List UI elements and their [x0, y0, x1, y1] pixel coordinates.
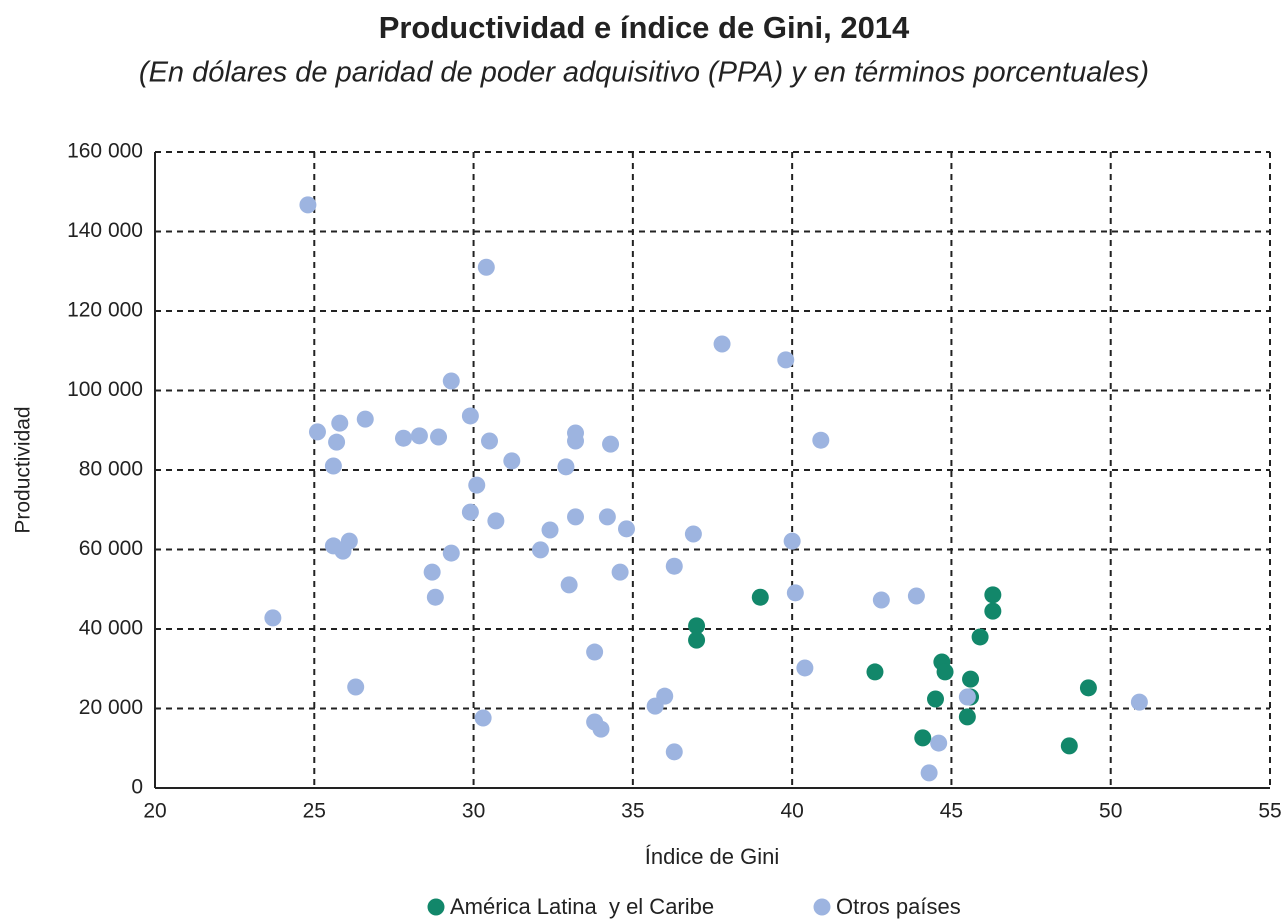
point	[264, 609, 282, 627]
point	[984, 586, 1002, 604]
chart-title: Productividad e índice de Gini, 2014	[379, 10, 910, 45]
point	[812, 431, 830, 449]
point	[602, 435, 620, 453]
point	[617, 520, 635, 538]
point	[1130, 693, 1148, 711]
point	[481, 432, 498, 450]
x-tick-label: 20	[143, 800, 166, 823]
chart-subtitle: (En dólares de paridad de poder adquisit…	[139, 57, 1149, 89]
point	[461, 407, 479, 425]
point	[984, 602, 1002, 620]
point	[586, 643, 604, 661]
x-tick-label: 50	[1099, 800, 1122, 823]
point	[430, 428, 448, 446]
point	[557, 458, 575, 476]
legend-swatch	[813, 898, 831, 916]
legend-label: Otros países	[836, 894, 961, 919]
point	[962, 670, 980, 688]
y-tick-label: 40 000	[79, 617, 143, 640]
point	[347, 678, 365, 696]
point	[567, 508, 585, 526]
y-tick-label: 0	[131, 776, 143, 799]
point	[783, 532, 801, 550]
point	[442, 372, 460, 390]
point	[936, 663, 954, 681]
y-tick-label: 120 000	[67, 299, 143, 322]
point	[688, 617, 706, 635]
x-tick-label: 55	[1258, 800, 1281, 823]
point	[866, 663, 884, 681]
x-tick-label: 45	[940, 800, 963, 823]
point	[477, 258, 495, 276]
x-axis-label: Índice de Gini	[645, 844, 780, 869]
y-tick-label: 20 000	[79, 696, 143, 719]
point	[442, 544, 460, 562]
point	[331, 414, 349, 432]
point	[423, 563, 441, 581]
point	[920, 764, 938, 782]
point	[487, 512, 505, 530]
point	[665, 743, 683, 761]
point	[503, 452, 521, 470]
x-tick-label: 35	[621, 800, 644, 823]
point	[777, 351, 795, 369]
point	[958, 708, 976, 726]
point	[713, 335, 731, 353]
point	[334, 542, 352, 560]
x-tick-label: 40	[780, 800, 803, 823]
y-tick-label: 60 000	[79, 537, 143, 560]
point	[688, 631, 706, 649]
point	[914, 729, 932, 747]
point	[356, 410, 374, 428]
point	[930, 734, 948, 752]
legend-label: América Latina y el Caribe	[450, 894, 714, 919]
point	[474, 709, 492, 727]
point	[611, 563, 629, 581]
point	[684, 525, 702, 543]
point	[328, 433, 346, 451]
point	[567, 432, 585, 450]
point	[461, 503, 479, 521]
point	[927, 690, 944, 708]
point	[786, 584, 804, 602]
y-tick-label: 160 000	[67, 140, 143, 163]
point	[426, 588, 444, 606]
y-tick-label: 140 000	[67, 219, 143, 242]
point	[531, 541, 549, 559]
point	[299, 196, 317, 214]
point	[665, 557, 683, 575]
point	[1079, 679, 1097, 697]
point	[394, 429, 412, 447]
point	[592, 720, 610, 738]
point	[751, 588, 769, 606]
legend-swatch	[427, 898, 445, 916]
y-axis-label: Productividad	[12, 406, 35, 533]
x-tick-label: 30	[462, 800, 485, 823]
point	[560, 576, 578, 594]
point	[971, 628, 989, 646]
point	[958, 688, 976, 706]
point	[1060, 737, 1078, 755]
point	[872, 591, 890, 609]
point	[541, 521, 559, 539]
point	[324, 457, 342, 475]
y-tick-label: 100 000	[67, 378, 143, 401]
point	[796, 659, 814, 677]
point	[646, 697, 664, 715]
point	[410, 427, 428, 445]
point	[598, 508, 616, 526]
point	[308, 423, 326, 441]
point	[468, 476, 486, 494]
y-tick-label: 80 000	[79, 458, 143, 481]
x-tick-label: 25	[303, 800, 326, 823]
point	[907, 587, 925, 605]
